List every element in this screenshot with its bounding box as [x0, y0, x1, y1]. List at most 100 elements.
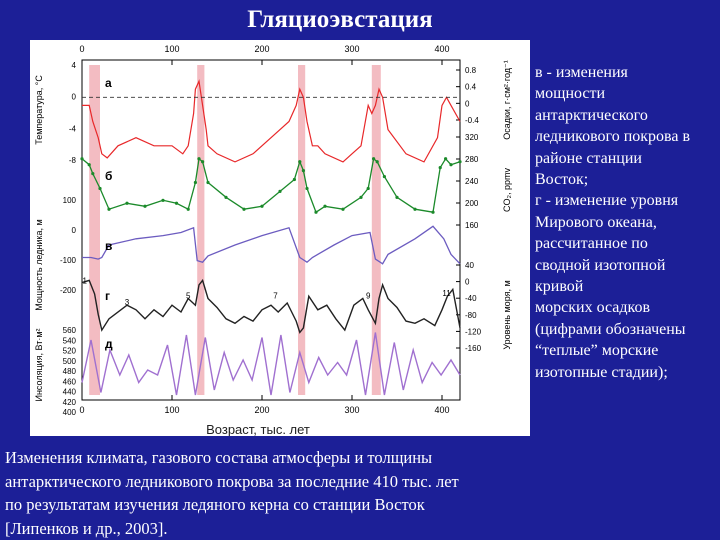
co2-point [382, 174, 386, 179]
co2-point [323, 204, 327, 208]
co2-point [359, 195, 363, 199]
side-text-line: Мирового океана, [535, 213, 657, 231]
co2-point [260, 204, 264, 208]
panel-letter: д [105, 337, 113, 351]
left-tick-label: 540 [63, 336, 77, 345]
left-tick-label: 500 [63, 357, 77, 366]
right-tick-label: 280 [465, 155, 479, 164]
co2-point [458, 160, 462, 164]
stage-number: 9 [366, 291, 371, 300]
left-axis-label: Инсоляция, Вт·м² [34, 328, 44, 401]
right-tick-label: 320 [465, 133, 479, 142]
right-tick-label: 240 [465, 177, 479, 186]
co2-line [81, 157, 461, 214]
stage-number: 5 [186, 291, 191, 300]
x-tick-label-bottom: 100 [164, 405, 179, 415]
co2-point [206, 180, 210, 185]
interglacial-band [298, 65, 306, 395]
stage-number: 3 [125, 298, 130, 307]
co2-point [292, 177, 296, 182]
co2-point [125, 201, 129, 205]
left-tick-label: -200 [60, 286, 77, 295]
right-tick-label: 160 [465, 221, 479, 230]
temperature-line [82, 79, 461, 163]
co2-point [444, 157, 448, 161]
co2-point [449, 163, 453, 167]
side-text-line: районе станции [535, 149, 642, 167]
co2-point [98, 186, 102, 191]
right-tick-label: 0.4 [465, 83, 477, 92]
insolation-line [81, 332, 461, 396]
x-tick-label-bottom: 300 [344, 405, 359, 415]
x-tick-label-bottom: 400 [434, 405, 449, 415]
x-tick-label-top: 200 [254, 44, 269, 54]
plot-frame [81, 59, 461, 401]
stage-number: 11 [442, 289, 451, 298]
sea-level-line [81, 278, 461, 334]
right-axis-label: CO₂, ppmv [502, 168, 512, 213]
x-tick-label-top: 100 [164, 44, 179, 54]
caption-line: по результатам изучения ледяного керна с… [5, 495, 425, 514]
side-description: в - изменения мощности антарктического ледн… [535, 62, 717, 383]
co2-point [431, 210, 435, 214]
co2-point [375, 160, 379, 164]
ice-thickness-line [82, 225, 461, 265]
side-text-line: в - изменения [535, 64, 628, 81]
co2-point [186, 207, 190, 211]
co2-point [143, 204, 147, 208]
left-tick-label: -8 [69, 156, 77, 165]
panel-letter: б [105, 169, 112, 183]
co2-point [366, 186, 370, 191]
left-tick-label: 480 [63, 367, 77, 376]
panel-letter: а [105, 76, 112, 90]
left-tick-label: 0 [72, 226, 77, 235]
co2-point [413, 207, 417, 211]
figure-panel: 0 0 100 100 200 200 300 300 400 400 Возраст, тыс. … [30, 40, 530, 437]
left-tick-label: 440 [63, 388, 77, 397]
stage-number: 7 [273, 291, 278, 300]
right-tick-label: 0.8 [465, 66, 477, 75]
x-tick-label-top: 0 [79, 44, 84, 54]
side-text-line: “теплые” морские [535, 342, 659, 360]
side-text-line: изотопные стадии); [535, 363, 668, 381]
co2-point [438, 166, 442, 170]
x-tick-label-top: 400 [434, 44, 449, 54]
interglacial-band [197, 65, 205, 395]
co2-point [197, 157, 201, 161]
right-tick-label: -80 [465, 311, 477, 320]
right-tick-label: 0 [465, 99, 470, 108]
right-tick-label: 200 [465, 199, 479, 208]
co2-point [224, 195, 228, 199]
stage-number: 1 [82, 277, 87, 286]
right-tick-label: -120 [465, 327, 482, 336]
side-text-line: кривой [535, 278, 584, 296]
side-text-line: сводной изотопной [535, 256, 666, 274]
co2-point [298, 160, 302, 164]
co2-point [242, 207, 246, 211]
co2-point [278, 189, 282, 194]
left-tick-label: 560 [63, 326, 77, 335]
side-text-line: мощности [535, 85, 606, 103]
side-text-line: (цифрами обозначены [535, 320, 686, 338]
side-text-line: ледникового покрова в [535, 128, 691, 146]
co2-point [395, 195, 399, 199]
co2-point [341, 207, 345, 211]
interglacial-band [371, 65, 381, 395]
right-axis-label: Уровень моря, м [502, 280, 512, 349]
left-axis-label: Температура, °С [34, 75, 44, 145]
left-axis-label: Мощность ледника, м [34, 219, 44, 310]
co2-point [80, 157, 84, 161]
slide-title: Гляциоэвстация [247, 6, 433, 33]
co2-point [372, 157, 376, 161]
left-tick-label: 4 [72, 61, 77, 70]
x-tick-label-top: 300 [344, 44, 359, 54]
right-axis-label: Осадки, г·см²·год⁻¹ [502, 60, 512, 140]
co2-point [305, 186, 309, 191]
co2-point [301, 169, 305, 173]
left-tick-label: -100 [60, 256, 77, 265]
x-axis-label: Возраст, тыс. лет [206, 422, 310, 436]
side-text-line: антарктического [535, 106, 648, 124]
panel-letter: в [105, 239, 112, 253]
left-tick-label: 460 [63, 377, 77, 386]
right-tick-label: -160 [465, 344, 482, 353]
